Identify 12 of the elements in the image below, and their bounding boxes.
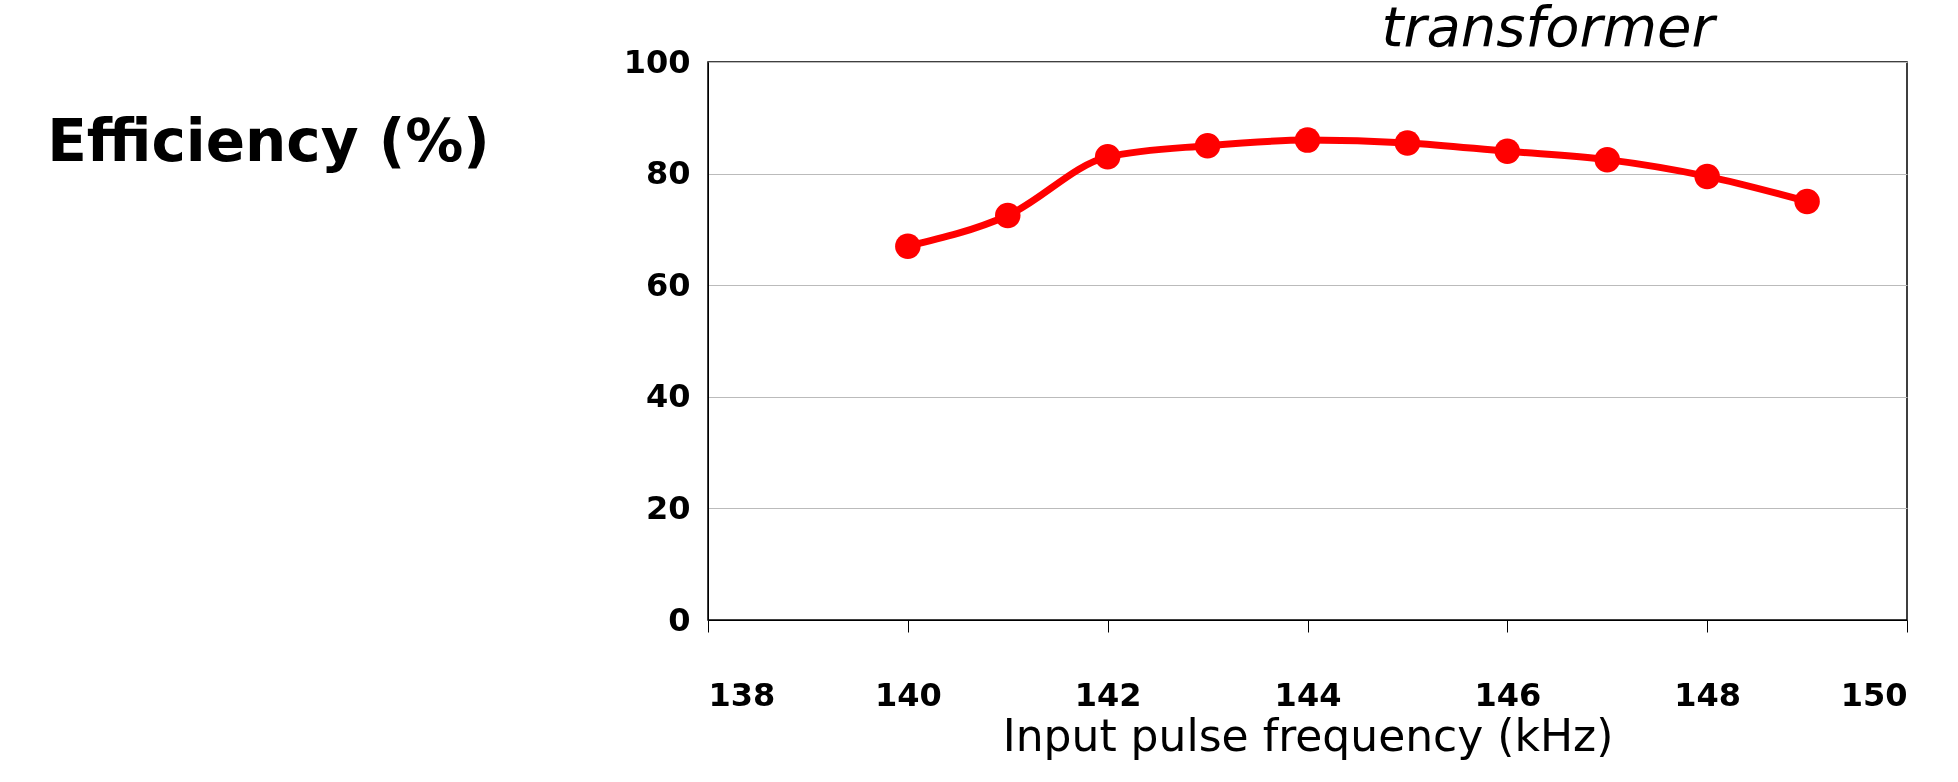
y-tick-label: 40 (645, 377, 691, 416)
y-tick-label: 0 (668, 600, 691, 639)
y-tick-label: 100 (623, 42, 691, 81)
y-tick-label: 20 (645, 488, 691, 527)
x-tick-label: 150 (1840, 675, 1908, 714)
y-tick-label: 60 (645, 265, 691, 304)
y-tick-label: 80 (645, 154, 691, 193)
text: transformer (1381, 0, 1718, 59)
x-tick-label: 138 (708, 675, 776, 714)
x-tick-label: 140 (874, 675, 942, 714)
y-axis-title: Efficiency (%) (47, 106, 490, 175)
x-tick-label: 148 (1674, 675, 1742, 714)
